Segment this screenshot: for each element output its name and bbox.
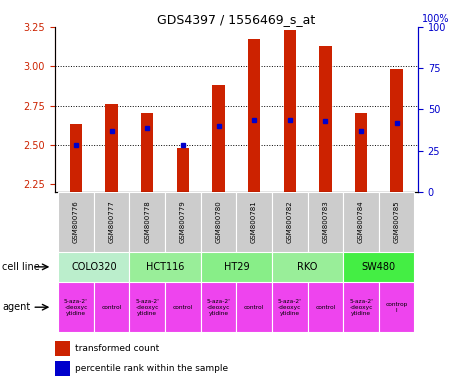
Bar xyxy=(272,282,308,332)
Bar xyxy=(141,113,153,192)
Bar xyxy=(308,282,343,332)
Bar xyxy=(212,85,225,192)
Text: 5-aza-2'
-deoxyc
ytidine: 5-aza-2' -deoxyc ytidine xyxy=(135,299,159,316)
Text: 5-aza-2'
-deoxyc
ytidine: 5-aza-2' -deoxyc ytidine xyxy=(349,299,373,316)
Bar xyxy=(201,252,272,282)
Bar xyxy=(58,192,94,252)
Text: RKO: RKO xyxy=(297,262,318,272)
Text: 100%: 100% xyxy=(422,14,450,24)
Bar xyxy=(237,282,272,332)
Text: 5-aza-2'
-deoxyc
ytidine: 5-aza-2' -deoxyc ytidine xyxy=(278,299,302,316)
Text: control: control xyxy=(315,305,335,310)
Text: GSM800783: GSM800783 xyxy=(323,200,328,243)
Bar xyxy=(55,361,70,376)
Bar xyxy=(343,282,379,332)
Text: GSM800782: GSM800782 xyxy=(287,200,293,243)
Text: cell line: cell line xyxy=(2,262,40,272)
Bar xyxy=(355,113,367,192)
Text: GSM800776: GSM800776 xyxy=(73,200,79,243)
Bar xyxy=(129,282,165,332)
Bar xyxy=(284,30,296,192)
Text: HT29: HT29 xyxy=(224,262,249,272)
Bar xyxy=(94,282,129,332)
Bar xyxy=(165,282,200,332)
Bar xyxy=(201,192,237,252)
Text: 5-aza-2'
-deoxyc
ytidine: 5-aza-2' -deoxyc ytidine xyxy=(64,299,88,316)
Title: GDS4397 / 1556469_s_at: GDS4397 / 1556469_s_at xyxy=(157,13,315,26)
Text: GSM800778: GSM800778 xyxy=(144,200,150,243)
Bar xyxy=(94,192,129,252)
Bar xyxy=(379,282,414,332)
Text: GSM800785: GSM800785 xyxy=(394,200,399,243)
Bar xyxy=(55,341,70,356)
Bar xyxy=(343,252,414,282)
Text: control: control xyxy=(173,305,193,310)
Bar xyxy=(58,252,129,282)
Bar xyxy=(129,192,165,252)
Bar xyxy=(165,192,200,252)
Bar xyxy=(70,124,82,192)
Bar xyxy=(272,192,308,252)
Bar xyxy=(390,70,403,192)
Bar xyxy=(379,192,414,252)
Text: SW480: SW480 xyxy=(362,262,396,272)
Bar xyxy=(237,192,272,252)
Bar xyxy=(319,46,332,192)
Bar xyxy=(248,40,260,192)
Bar xyxy=(58,282,94,332)
Bar xyxy=(129,252,200,282)
Bar xyxy=(201,282,237,332)
Bar xyxy=(272,252,343,282)
Text: HCT116: HCT116 xyxy=(146,262,184,272)
Text: control: control xyxy=(102,305,122,310)
Text: GSM800780: GSM800780 xyxy=(216,200,221,243)
Bar xyxy=(343,192,379,252)
Text: GSM800779: GSM800779 xyxy=(180,200,186,243)
Bar xyxy=(105,104,118,192)
Bar xyxy=(177,148,189,192)
Text: COLO320: COLO320 xyxy=(71,262,117,272)
Text: agent: agent xyxy=(2,302,30,312)
Text: GSM800777: GSM800777 xyxy=(109,200,114,243)
Text: GSM800781: GSM800781 xyxy=(251,200,257,243)
Text: GSM800784: GSM800784 xyxy=(358,200,364,243)
Bar xyxy=(308,192,343,252)
Text: 5-aza-2'
-deoxyc
ytidine: 5-aza-2' -deoxyc ytidine xyxy=(207,299,230,316)
Text: percentile rank within the sample: percentile rank within the sample xyxy=(75,364,228,373)
Text: controp
l: controp l xyxy=(385,302,408,313)
Text: control: control xyxy=(244,305,264,310)
Text: transformed count: transformed count xyxy=(75,344,159,353)
